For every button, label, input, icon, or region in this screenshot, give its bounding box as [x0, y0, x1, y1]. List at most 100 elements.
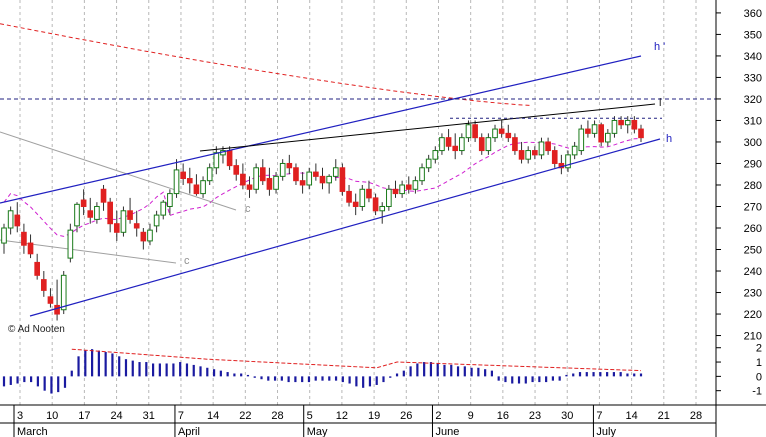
candle-body: [459, 137, 465, 152]
candle-body: [425, 158, 432, 169]
price-tick-label: 210: [744, 331, 762, 343]
indicator-tick-label: 2: [756, 343, 762, 355]
candle-body: [21, 231, 27, 246]
candle-body: [332, 167, 339, 177]
candle-body: [7, 210, 14, 229]
candle-body: [571, 145, 578, 156]
histogram-signal-line: [71, 348, 642, 372]
price-tick-label: 330: [744, 72, 762, 84]
price-tick-label: 230: [744, 288, 762, 300]
day-tick-label: 28: [690, 410, 702, 422]
candle-body: [439, 137, 445, 152]
day-tick-label: 31: [143, 410, 155, 422]
day-tick-label: 21: [658, 410, 670, 422]
candle-body: [193, 184, 200, 195]
candles: [1, 116, 644, 321]
candle-body: [578, 128, 585, 152]
price-tick-label: 320: [744, 94, 762, 106]
price-tick-label: 270: [744, 201, 762, 213]
candle-body: [266, 178, 273, 190]
histogram: [2, 348, 643, 394]
moving-average-long: [0, 23, 531, 106]
candle-body: [611, 119, 618, 134]
candle-body: [392, 188, 399, 195]
day-tick-label: 17: [78, 410, 90, 422]
upper-channel-label: h ': [654, 41, 665, 53]
candle-body: [253, 167, 259, 190]
candle-body: [445, 137, 452, 147]
candle-body: [120, 210, 127, 233]
day-tick-label: 14: [207, 410, 219, 422]
candle-body: [40, 279, 47, 291]
candle-body: [173, 169, 180, 195]
resistance-label: l: [659, 97, 661, 109]
candle-body: [160, 201, 167, 216]
candle-body: [34, 261, 40, 276]
indicator-tick-label: -1: [752, 386, 762, 398]
candle-body: [74, 203, 80, 227]
day-tick-label: 23: [529, 410, 541, 422]
candle-body: [67, 229, 74, 259]
candle-body: [206, 167, 213, 182]
month-label: June: [435, 426, 459, 437]
day-tick-label: 26: [400, 410, 412, 422]
candle-body: [113, 223, 120, 233]
month-label: July: [596, 426, 616, 437]
candle-body: [518, 150, 525, 160]
price-tick-label: 310: [744, 115, 762, 127]
candle-body: [452, 145, 459, 152]
candle-body: [624, 119, 631, 126]
candle-body: [306, 171, 313, 186]
indicator-tick-label: 0: [756, 371, 762, 383]
day-tick-label: 19: [368, 410, 380, 422]
candle-body: [512, 137, 518, 152]
price-tick-label: 240: [744, 266, 762, 278]
candle-body: [538, 141, 545, 156]
candle-body: [366, 188, 372, 199]
candle-body: [273, 175, 279, 190]
candle-body: [286, 162, 293, 169]
lower-channel-label: h: [666, 133, 672, 145]
candle-body: [359, 188, 366, 207]
candle-body: [485, 137, 492, 152]
candle-body: [200, 180, 206, 195]
candle-body: [472, 124, 478, 139]
candle-body: [591, 124, 598, 134]
candle-body: [140, 231, 147, 242]
day-tick-label: 28: [271, 410, 283, 422]
candle-body: [412, 180, 419, 190]
price-tick-label: 300: [744, 137, 762, 149]
watermark-text: © Ad Nooten: [8, 324, 65, 335]
indicator-tick-label: 1: [756, 357, 762, 369]
price-tick-label: 280: [744, 180, 762, 192]
candle-body: [240, 173, 246, 186]
candle-body: [14, 214, 21, 227]
candle-body: [372, 197, 379, 212]
candle-body: [638, 128, 644, 139]
day-tick-label: 10: [46, 410, 58, 422]
month-label: March: [17, 426, 48, 437]
candle-body: [319, 175, 326, 184]
price-tick-label: 350: [744, 29, 762, 41]
old-channel-label-upper: c: [245, 203, 251, 215]
day-tick-label: 2: [435, 410, 441, 422]
day-tick-label: 7: [178, 410, 184, 422]
candle-body: [386, 188, 392, 207]
candle-body: [478, 137, 485, 152]
grid: [19, 0, 697, 405]
upper-channel-line: [0, 55, 642, 204]
candle-body: [27, 242, 34, 255]
day-tick-label: 5: [307, 410, 313, 422]
candle-body: [246, 184, 253, 190]
candle-body: [133, 223, 140, 229]
candle-body: [405, 184, 412, 190]
candle-body: [293, 167, 299, 182]
candle-body: [147, 229, 153, 242]
candle-body: [339, 167, 346, 192]
candle-body: [618, 119, 624, 126]
price-tick-label: 290: [744, 158, 762, 170]
price-tick-label: 340: [744, 51, 762, 63]
price-tick-label: 220: [744, 309, 762, 321]
old-channel-label-lower: c: [184, 255, 190, 267]
